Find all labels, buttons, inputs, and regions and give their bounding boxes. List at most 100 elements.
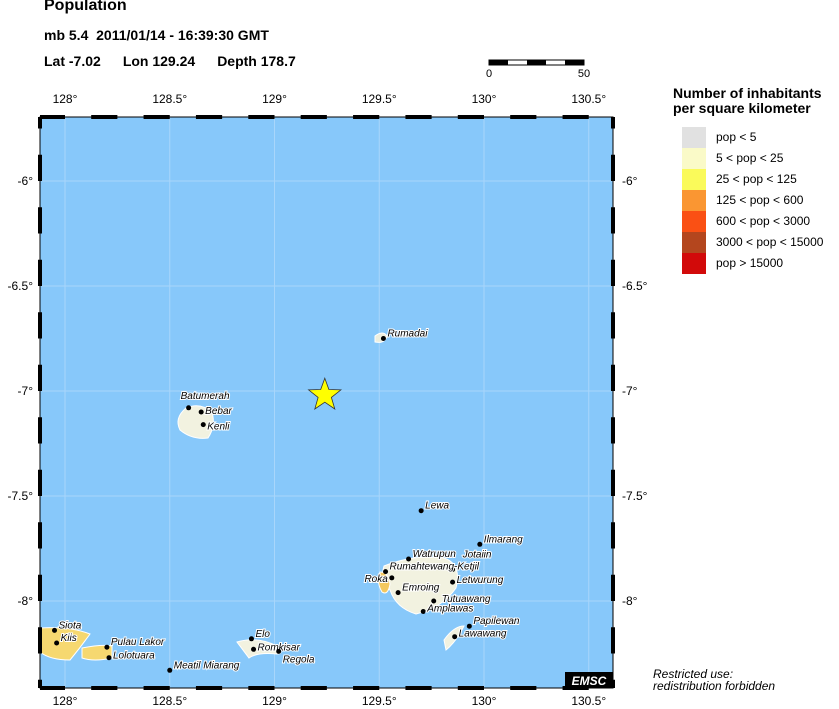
usage-notice: Restricted use: redistribution forbidden bbox=[653, 668, 775, 692]
usage-line2: redistribution forbidden bbox=[653, 679, 776, 693]
lat-label-right: -7.5° bbox=[622, 489, 648, 503]
legend-swatch bbox=[682, 127, 706, 148]
place-label: Watrupun bbox=[413, 549, 457, 560]
place-dot bbox=[167, 667, 173, 673]
place-label: Bebar bbox=[205, 406, 232, 417]
place-dot bbox=[380, 336, 386, 341]
place-dot bbox=[431, 598, 437, 604]
legend-swatch bbox=[682, 148, 706, 169]
lat-label-right: -6° bbox=[622, 174, 638, 188]
magnitude: mb 5.4 bbox=[44, 27, 89, 43]
place-label: Papilewan bbox=[473, 616, 520, 627]
islands bbox=[39, 332, 465, 661]
lat-label-right: -6.5° bbox=[622, 279, 648, 293]
place-label: Batumerah bbox=[181, 391, 230, 402]
lon-label-bottom: 128° bbox=[53, 694, 78, 708]
place-dot bbox=[383, 569, 389, 575]
legend-swatch bbox=[682, 190, 706, 211]
lon-label-top: 130° bbox=[472, 92, 497, 106]
legend-label: pop > 15000 bbox=[716, 256, 784, 270]
place-label: Amplawas bbox=[426, 604, 473, 615]
place-dot bbox=[466, 623, 472, 629]
place-label: Meatil Miarang bbox=[174, 660, 240, 671]
place-dot bbox=[52, 627, 58, 633]
place-label: Letwurung bbox=[457, 575, 504, 586]
place-label: Rumahtewang-Ketjil bbox=[390, 562, 480, 573]
place-dot bbox=[450, 579, 456, 585]
longitude: Lon 129.24 bbox=[122, 53, 196, 69]
place-label: Elo bbox=[255, 629, 270, 640]
place-dot bbox=[450, 567, 456, 572]
lon-label-bottom: 130° bbox=[472, 694, 497, 708]
lat-label-left: -7° bbox=[18, 384, 34, 398]
place-dot bbox=[54, 640, 60, 646]
legend-swatch bbox=[682, 253, 706, 274]
event-info: mb 5.4 2011/01/14 - 16:39:30 GMT bbox=[44, 27, 269, 43]
lat-label-left: -7.5° bbox=[8, 489, 34, 503]
usage-line1: Restricted use: bbox=[653, 667, 734, 681]
map-title: Population bbox=[44, 0, 127, 14]
legend-title: Number of inhabitants per square kilomete… bbox=[673, 86, 822, 116]
legend-label: 3000 < pop < 15000 bbox=[716, 235, 824, 249]
place-dot bbox=[452, 634, 458, 640]
legend-title-line1: Number of inhabitants bbox=[673, 85, 822, 101]
emsc-logo: EMSC bbox=[565, 672, 613, 688]
lat-label-left: -8° bbox=[18, 594, 34, 608]
legend-label: 600 < pop < 3000 bbox=[716, 214, 811, 228]
scale-end: 50 bbox=[578, 68, 590, 80]
place-label: Jotaiin bbox=[462, 550, 492, 561]
place-dot bbox=[418, 508, 424, 514]
place-label: Kenli bbox=[207, 422, 230, 433]
lat-label-left: -6.5° bbox=[8, 279, 34, 293]
scale-bar: 0 50 bbox=[486, 59, 590, 80]
place-dot bbox=[389, 575, 395, 581]
place-label: Emroing bbox=[402, 583, 440, 594]
legend-swatch bbox=[682, 211, 706, 232]
place-label: Siota bbox=[59, 620, 82, 631]
legend-label: 5 < pop < 25 bbox=[716, 151, 784, 165]
epicenter-star-icon bbox=[307, 377, 343, 410]
lat-label-right: -8° bbox=[622, 594, 638, 608]
lon-label-bottom: 130.5° bbox=[571, 694, 606, 708]
place-label: Pulau Lakor bbox=[111, 637, 165, 648]
place-dot bbox=[276, 648, 282, 654]
lon-label-bottom: 128.5° bbox=[152, 694, 187, 708]
place-dot bbox=[406, 556, 412, 562]
legend-label: 25 < pop < 125 bbox=[716, 172, 797, 186]
place-labels: Rumadai Batumerah Bebar Kenli Lewa Ilmarang Wa… bbox=[52, 328, 524, 673]
lon-label-bottom: 129.5° bbox=[362, 694, 397, 708]
place-dot bbox=[395, 590, 401, 596]
lon-label-top: 129° bbox=[262, 92, 287, 106]
lon-label-top: 130.5° bbox=[571, 92, 606, 106]
legend-title-line2: per square kilometer bbox=[673, 100, 811, 116]
lat-label-left: -6° bbox=[18, 174, 34, 188]
place-dot bbox=[477, 541, 483, 547]
place-label: Tutuawang bbox=[442, 594, 491, 605]
latitude: Lat -7.02 bbox=[44, 53, 101, 69]
legend-label: 125 < pop < 600 bbox=[716, 193, 804, 207]
lat-label-right: -7° bbox=[622, 384, 638, 398]
place-dot bbox=[186, 405, 192, 411]
event-location: Lat -7.02 Lon 129.24 Depth 178.7 bbox=[44, 53, 318, 69]
place-label: Kiis bbox=[61, 633, 77, 644]
lon-label-top: 128.5° bbox=[152, 92, 187, 106]
depth: Depth 178.7 bbox=[217, 53, 296, 69]
place-dot bbox=[251, 646, 257, 652]
place-label: Romkisar bbox=[258, 642, 301, 653]
lon-label-bottom: 129° bbox=[262, 694, 287, 708]
emsc-logo-text: EMSC bbox=[572, 674, 607, 688]
legend-swatch bbox=[682, 169, 706, 190]
lon-label-top: 128° bbox=[53, 92, 78, 106]
datetime: 2011/01/14 - 16:39:30 GMT bbox=[96, 27, 269, 43]
map-border-ticks bbox=[38, 115, 615, 690]
place-dot bbox=[106, 655, 112, 661]
legend-label: pop < 5 bbox=[716, 130, 757, 144]
place-dot bbox=[420, 609, 426, 614]
place-dot bbox=[104, 644, 110, 650]
place-label: Roka bbox=[364, 574, 388, 585]
place-label: Lewa bbox=[425, 501, 449, 512]
place-label: Regola bbox=[283, 654, 315, 665]
place-dot bbox=[198, 409, 204, 415]
place-label: Lolotuara bbox=[113, 651, 155, 662]
